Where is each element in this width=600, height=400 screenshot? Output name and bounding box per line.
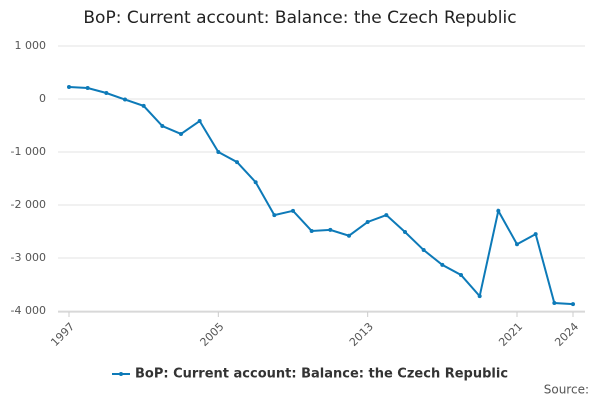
point	[272, 213, 277, 218]
x-tick-label: 2021	[496, 320, 525, 349]
point	[291, 208, 295, 213]
point	[216, 150, 221, 154]
point	[384, 213, 389, 218]
point	[347, 233, 351, 238]
point	[235, 160, 239, 165]
point	[309, 228, 314, 233]
point	[123, 97, 127, 102]
source: Source:	[544, 383, 589, 397]
point	[459, 272, 463, 277]
point	[552, 301, 557, 306]
x-tick-label: 2005	[198, 320, 227, 349]
x-tick-label: 2024	[552, 320, 581, 349]
series-line	[68, 86, 574, 306]
legend-marker	[119, 372, 123, 376]
point	[328, 227, 333, 232]
legend-label: BoP: Current account: Balance: the Czech…	[135, 367, 508, 382]
point	[179, 131, 183, 136]
chart-title: BoP: Current account: Balance: the Czech…	[83, 8, 516, 28]
point	[104, 91, 109, 96]
point	[197, 118, 202, 123]
y-tick-label: -1 000	[11, 145, 46, 158]
point	[160, 124, 165, 129]
point	[515, 242, 519, 247]
y-tick-label: 0	[39, 92, 46, 105]
y-tick-label: -4 000	[11, 304, 46, 317]
y-tick-label: -3 000	[11, 251, 46, 264]
point	[440, 262, 445, 267]
point	[253, 180, 258, 185]
x-tick-label: 1997	[48, 320, 77, 349]
point	[403, 230, 407, 235]
y-tick-label: 1 000	[15, 39, 47, 52]
point	[496, 208, 501, 213]
point	[365, 219, 370, 224]
x-tick-label: 2013	[347, 320, 376, 349]
y-tick-label: -2 000	[11, 198, 46, 211]
point	[421, 248, 426, 253]
point	[67, 85, 71, 90]
point	[141, 103, 146, 108]
point	[571, 302, 575, 307]
point	[85, 85, 90, 90]
point	[477, 294, 482, 299]
point	[533, 232, 538, 237]
